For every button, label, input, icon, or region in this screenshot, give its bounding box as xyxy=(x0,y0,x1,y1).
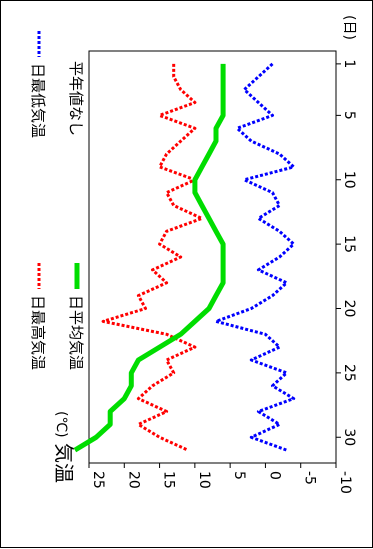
chart-title: 気温 xyxy=(52,443,76,483)
day-tick-label: 10 xyxy=(341,171,357,189)
header-block: 気温 (℃) xyxy=(52,411,76,483)
value-tick-label: 10 xyxy=(196,471,212,489)
value-tick-label: 5 xyxy=(231,471,247,480)
legend-label-3: 日平均気温 xyxy=(67,295,85,370)
value-tick-label: 25 xyxy=(90,471,106,489)
legend-label-4: 平年値なし xyxy=(67,61,85,136)
plot-border xyxy=(88,50,337,464)
series-line-1 xyxy=(101,63,204,452)
value-tick-label: 0 xyxy=(266,471,282,480)
legend-label-1: 日最高気温 xyxy=(29,295,47,370)
day-tick-label: 15 xyxy=(341,235,357,253)
day-tick-label: 5 xyxy=(341,111,357,120)
x-axis-label: (日) xyxy=(341,15,357,40)
value-tick-label: 15 xyxy=(161,471,177,489)
day-tick-label: 25 xyxy=(341,364,357,382)
value-tick-label: -5 xyxy=(302,471,318,485)
day-tick-label: 20 xyxy=(341,300,357,318)
day-tick-label: 30 xyxy=(341,428,357,446)
value-tick-label: -10 xyxy=(337,471,353,494)
value-tick-label: 20 xyxy=(125,471,141,489)
unit-label: (℃) xyxy=(53,411,69,438)
series-line-3 xyxy=(73,63,226,453)
series-line-2 xyxy=(214,62,296,452)
legend-label-2: 日最低気温 xyxy=(29,63,47,138)
day-tick-label: 1 xyxy=(341,59,357,68)
